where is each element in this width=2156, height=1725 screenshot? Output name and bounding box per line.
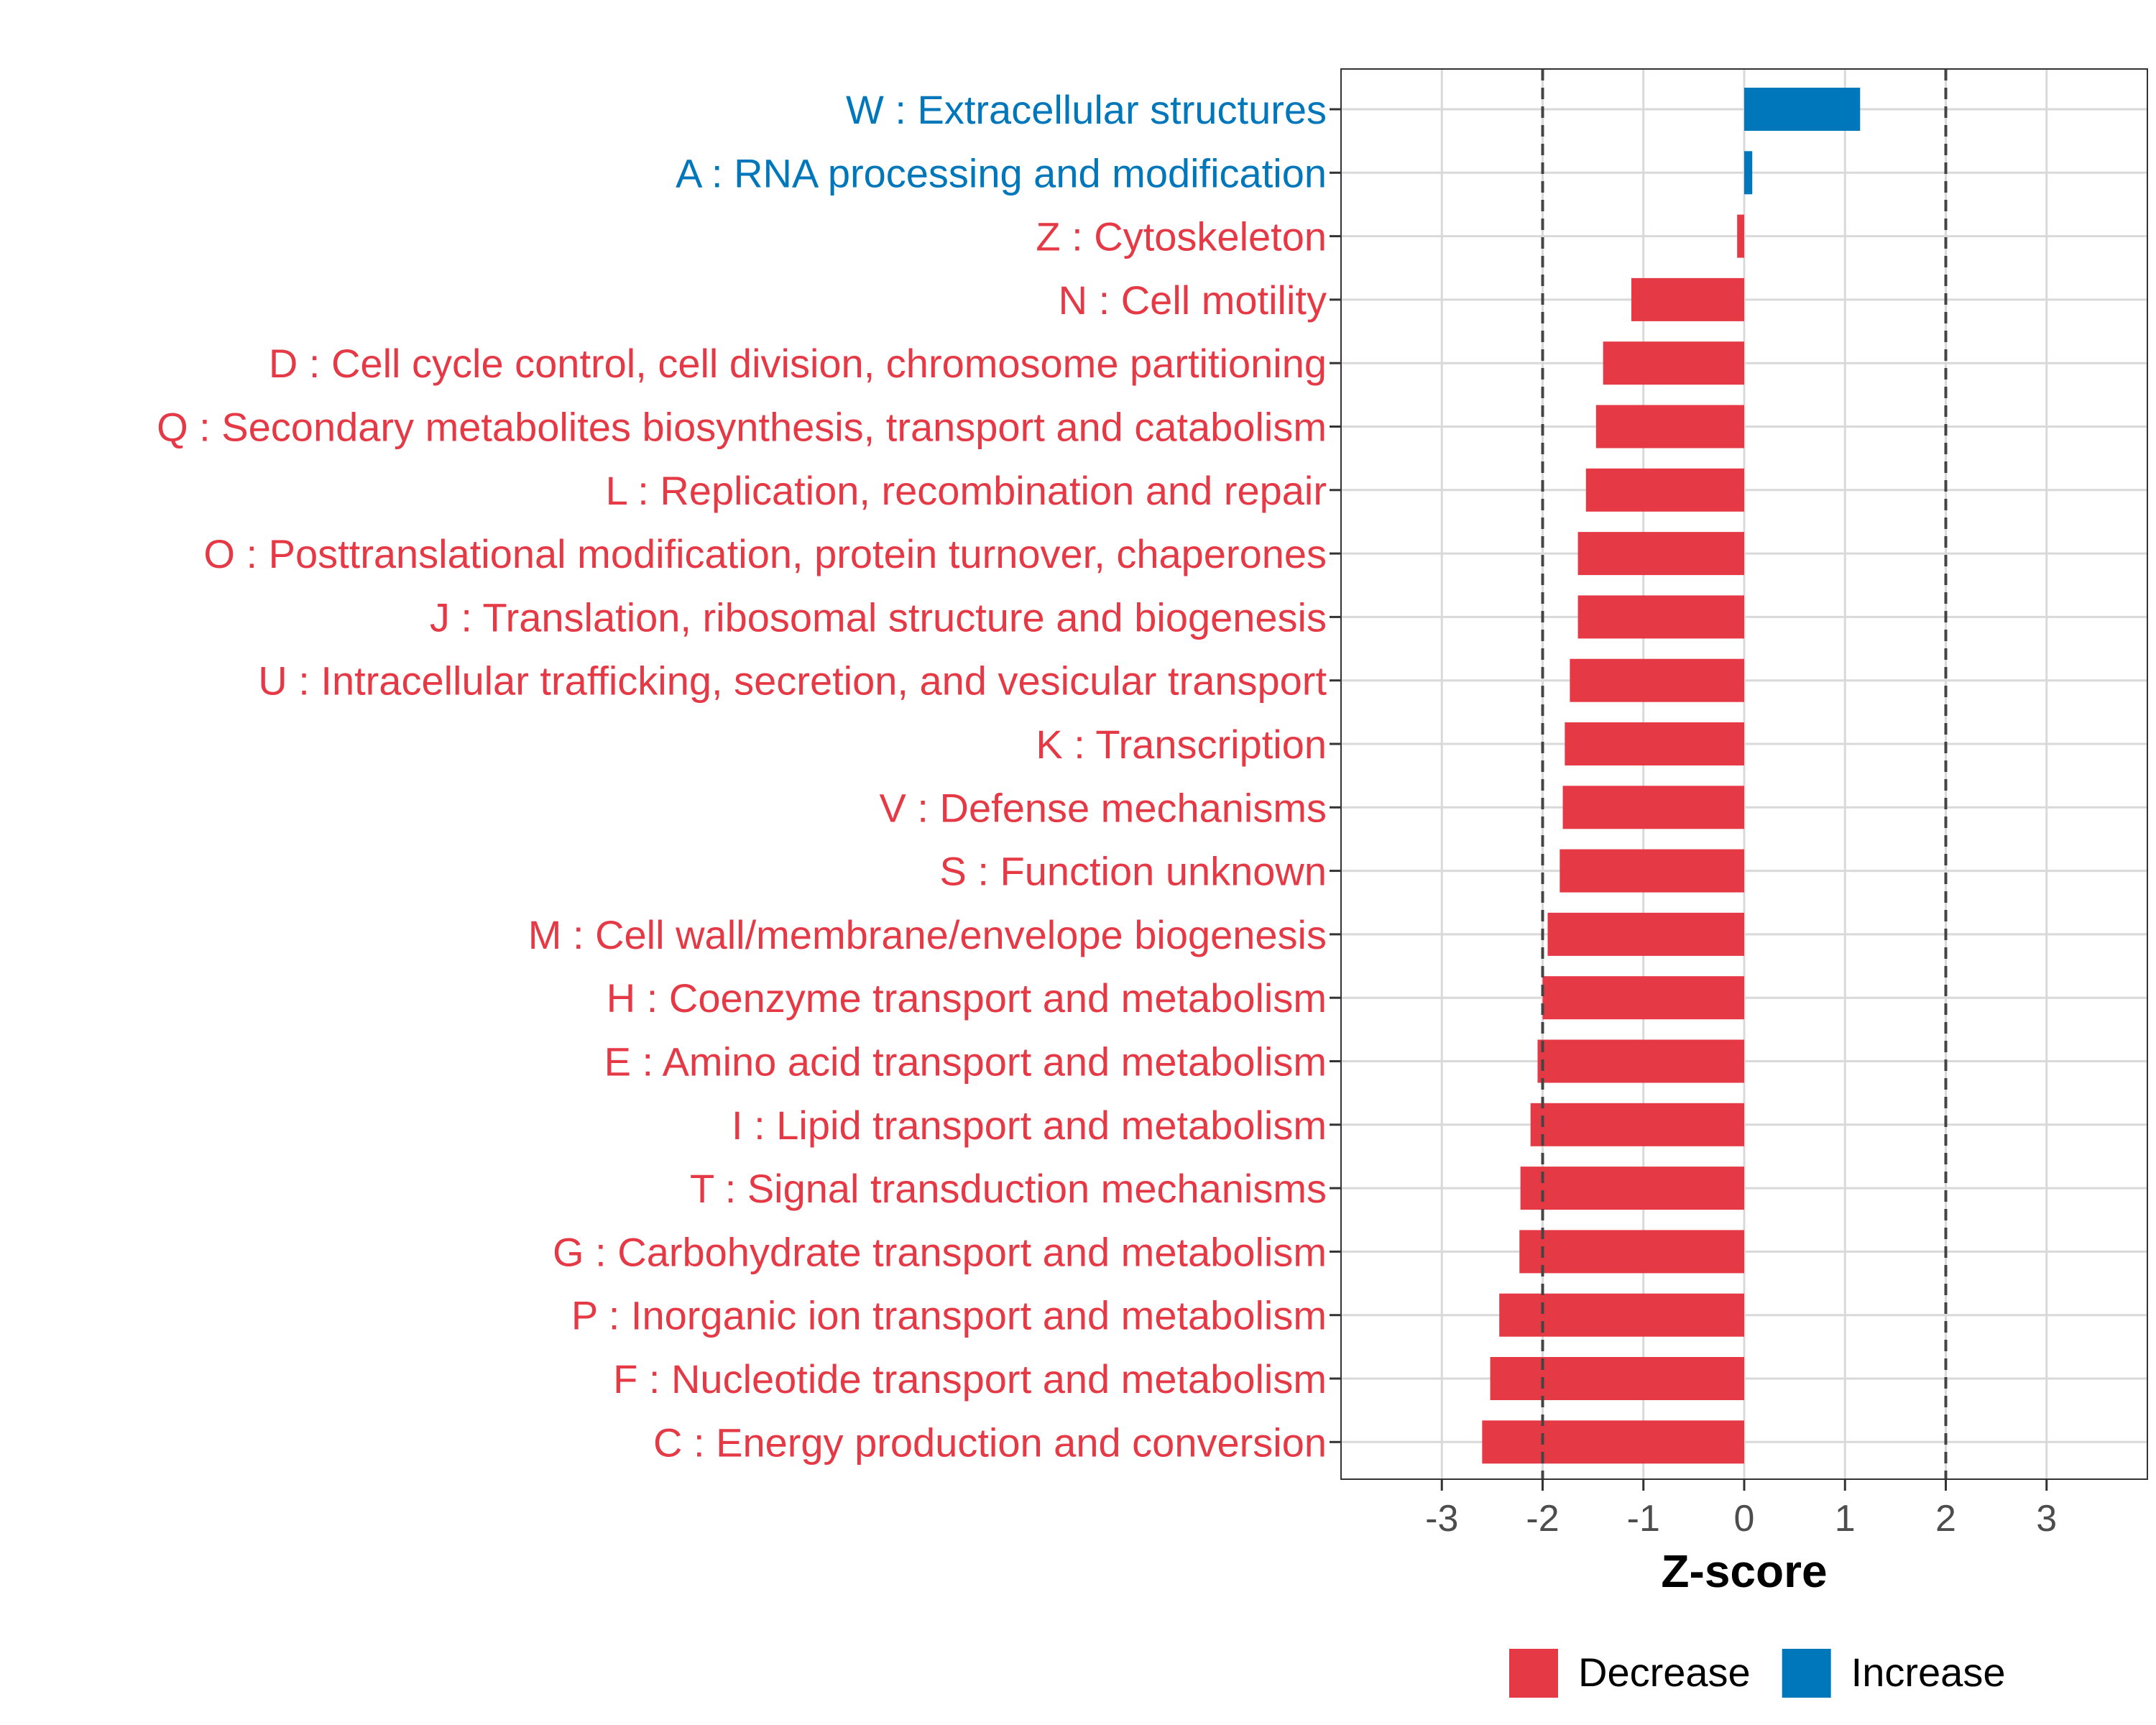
reference-lines bbox=[1541, 69, 1948, 1479]
category-label: C : Energy production and conversion bbox=[653, 1420, 1327, 1465]
bar-J bbox=[1577, 595, 1744, 639]
category-label: N : Cell motility bbox=[1059, 277, 1327, 323]
legend-swatch-increase bbox=[1782, 1649, 1831, 1698]
bar-S bbox=[1560, 849, 1744, 893]
bar-V bbox=[1562, 786, 1744, 829]
bar-F bbox=[1490, 1357, 1744, 1400]
bar-K bbox=[1565, 722, 1744, 765]
bar-W bbox=[1744, 88, 1861, 131]
category-label: A : RNA processing and modification bbox=[676, 150, 1327, 196]
x-tick-label: 1 bbox=[1835, 1498, 1856, 1540]
bars bbox=[1482, 88, 1861, 1464]
bar-H bbox=[1542, 976, 1744, 1020]
bar-D bbox=[1603, 341, 1744, 385]
bar-L bbox=[1585, 468, 1744, 512]
y-ticks: W : Extracellular structures A : RNA proc… bbox=[157, 87, 1341, 1465]
bar-P bbox=[1499, 1293, 1744, 1337]
legend-label-decrease: Decrease bbox=[1578, 1650, 1751, 1695]
bar-G bbox=[1519, 1230, 1744, 1274]
category-label: D : Cell cycle control, cell division, c… bbox=[269, 341, 1327, 386]
category-label: U : Intracellular trafficking, secretion… bbox=[258, 658, 1327, 704]
x-tick-label: -1 bbox=[1627, 1498, 1660, 1540]
bar-E bbox=[1537, 1039, 1744, 1083]
x-tick-label: 3 bbox=[2036, 1498, 2057, 1540]
bar-Q bbox=[1595, 405, 1744, 448]
category-label: Q : Secondary metabolites biosynthesis, … bbox=[157, 405, 1327, 450]
bar-M bbox=[1547, 912, 1744, 956]
bar-I bbox=[1530, 1103, 1744, 1146]
bar-O bbox=[1577, 532, 1744, 576]
category-label: Z : Cytoskeleton bbox=[1036, 214, 1327, 259]
category-label: E : Amino acid transport and metabolism bbox=[604, 1039, 1327, 1085]
legend-label-increase: Increase bbox=[1851, 1650, 2006, 1695]
category-label: I : Lipid transport and metabolism bbox=[732, 1103, 1327, 1148]
category-label: V : Defense mechanisms bbox=[880, 785, 1327, 830]
category-label: S : Function unknown bbox=[939, 849, 1327, 894]
bar-U bbox=[1570, 658, 1744, 702]
category-label: P : Inorganic ion transport and metaboli… bbox=[571, 1293, 1327, 1338]
x-tick-label: 2 bbox=[1935, 1498, 1956, 1540]
bar-N bbox=[1631, 277, 1744, 321]
bar-A bbox=[1744, 151, 1753, 195]
category-label: H : Coenzyme transport and metabolism bbox=[607, 975, 1327, 1021]
category-label: K : Transcription bbox=[1036, 722, 1327, 767]
x-tick-label: 0 bbox=[1734, 1498, 1755, 1540]
x-ticks: -3 -2 -1 0 1 2 3 bbox=[1425, 1479, 2057, 1540]
category-label: L : Replication, recombination and repai… bbox=[606, 468, 1327, 513]
category-label: F : Nucleotide transport and metabolism bbox=[613, 1356, 1327, 1402]
x-tick-label: -3 bbox=[1425, 1498, 1458, 1540]
bar-C bbox=[1482, 1420, 1744, 1464]
category-label: M : Cell wall/membrane/envelope biogenes… bbox=[528, 912, 1327, 957]
bar-Z bbox=[1737, 214, 1744, 258]
category-label: O : Posttranslational modification, prot… bbox=[203, 531, 1327, 576]
bar-T bbox=[1520, 1167, 1744, 1210]
category-label: G : Carbohydrate transport and metabolis… bbox=[553, 1229, 1327, 1274]
category-label: J : Translation, ribosomal structure and… bbox=[430, 594, 1327, 640]
category-label: W : Extracellular structures bbox=[846, 87, 1327, 132]
legend: Decrease Increase bbox=[1509, 1649, 2005, 1698]
legend-swatch-decrease bbox=[1509, 1649, 1558, 1698]
x-axis-title: Z-score bbox=[1661, 1545, 1827, 1597]
category-label: T : Signal transduction mechanisms bbox=[690, 1166, 1327, 1211]
x-tick-label: -2 bbox=[1526, 1498, 1559, 1540]
